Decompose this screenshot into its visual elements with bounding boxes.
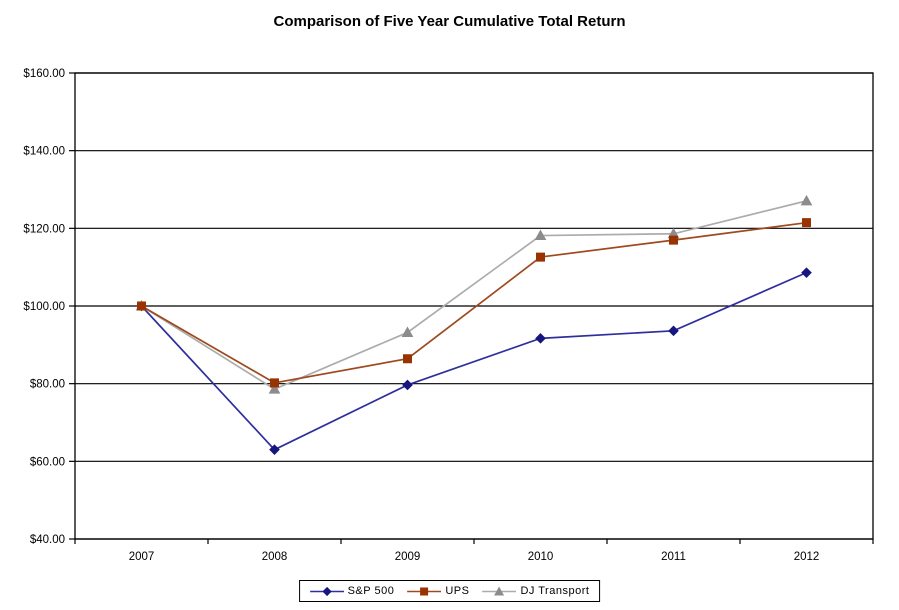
legend-label: DJ Transport [520, 585, 590, 597]
triangle-marker [401, 326, 414, 337]
diamond-legend-icon [309, 586, 344, 596]
square-marker [137, 301, 146, 311]
y-tick-label: $140.00 [23, 146, 65, 158]
y-tick-label: $40.00 [30, 534, 65, 546]
triangle-legend-icon [482, 586, 517, 595]
legend-item-s-p-500: S&P 500 [309, 585, 395, 597]
square-marker [669, 235, 678, 245]
x-tick-label: 2011 [661, 551, 686, 563]
legend: S&P 500 UPS DJ Transport [298, 580, 601, 602]
series-line-s-p-500 [140, 271, 807, 451]
chart-title: Comparison of Five Year Cumulative Total… [273, 13, 626, 30]
square-legend-icon [407, 587, 442, 595]
diamond-marker [535, 333, 546, 344]
series-line-ups [141, 221, 807, 384]
x-tick-label: 2010 [528, 551, 554, 563]
diamond-marker [402, 379, 413, 391]
diamond-marker [269, 444, 280, 455]
square-marker [802, 218, 811, 228]
legend-label: S&P 500 [347, 585, 395, 597]
square-marker [270, 378, 279, 388]
x-tick-label: 2008 [262, 551, 288, 563]
legend-label: UPS [445, 585, 470, 597]
legend-item-ups: UPS [407, 585, 469, 597]
diamond-marker [801, 267, 812, 278]
diamond-marker [668, 325, 679, 337]
y-tick-label: $60.00 [30, 456, 65, 468]
triangle-marker [534, 229, 547, 241]
y-tick-label: $120.00 [23, 223, 65, 235]
triangle-marker [268, 383, 281, 394]
y-tick-label: $100.00 [23, 301, 65, 313]
y-tick-label: $80.00 [30, 379, 65, 391]
square-marker [536, 252, 545, 262]
y-tick-label: $160.00 [23, 68, 65, 80]
x-tick-label: 2012 [794, 551, 820, 563]
legend-item-dj-transport: DJ Transport [482, 585, 589, 597]
triangle-marker [800, 194, 813, 206]
x-tick-label: 2007 [129, 551, 155, 563]
series-line-dj-transport [141, 200, 807, 391]
x-tick-label: 2009 [395, 551, 421, 563]
square-marker [403, 354, 412, 364]
